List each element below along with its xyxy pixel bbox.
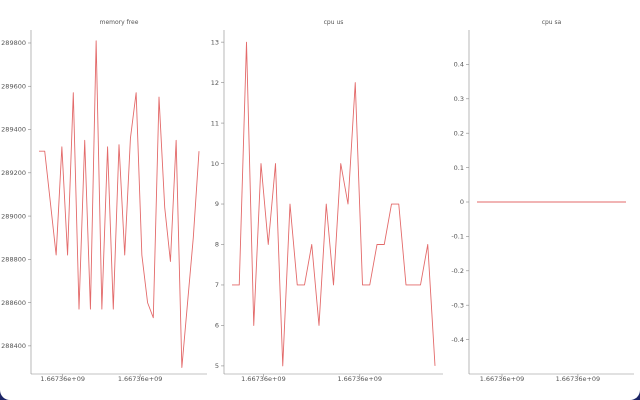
chart-1-y-tick-label: 289400 xyxy=(1,126,26,134)
chart-2-y-tick-label: 9 xyxy=(215,200,219,208)
chart-1-series-line xyxy=(39,40,200,368)
chart-3-y-tick-label: 0.2 xyxy=(454,129,464,137)
chart-3-title: cpu sa xyxy=(542,19,562,26)
chart-3-y-tick-label: 0.3 xyxy=(454,95,464,103)
chart-3-x-tick-label: 1.66736e+09 xyxy=(556,375,601,383)
chart-2-y-tick-label: 7 xyxy=(215,281,219,289)
chart-3-y-tick-label: -0.1 xyxy=(451,233,464,241)
chart-3-y-tick-label: -0.4 xyxy=(451,336,464,344)
chart-1-y-tick-label: 288800 xyxy=(1,256,26,264)
chart-2-y-tick-label: 8 xyxy=(215,241,219,249)
chart-2-y-tick-label: 6 xyxy=(215,322,219,330)
chart-2-y-tick-label: 5 xyxy=(215,362,219,370)
chart-1-y-tick-label: 289200 xyxy=(1,169,26,177)
chart-2-series-line xyxy=(232,41,436,367)
chart-1-x-tick-label: 1.66736e+09 xyxy=(40,375,85,383)
chart-1-y-tick-label: 289600 xyxy=(1,82,26,90)
chart-2-y-tick-label: 10 xyxy=(211,160,219,168)
chart-2-title: cpu us xyxy=(324,19,344,26)
chart-1-title: memory free xyxy=(100,19,139,26)
chart-3-y-tick-label: -0.3 xyxy=(451,301,464,309)
chart-1-y-tick-label: 288600 xyxy=(1,299,26,307)
chart-2-y-tick-label: 13 xyxy=(211,38,219,46)
chart-1-x-tick-label: 1.66736e+09 xyxy=(118,375,163,383)
chart-1-y-tick-label: 289000 xyxy=(1,212,26,220)
chart-3-x-tick-label: 1.66736e+09 xyxy=(480,375,525,383)
chart-2-x-tick-label: 1.66736e+09 xyxy=(241,375,286,383)
chart-2-y-tick-label: 11 xyxy=(211,119,219,127)
chart-2-y-tick-label: 12 xyxy=(211,79,219,87)
chart-3-y-tick-label: 0 xyxy=(460,198,464,206)
chart-3-y-tick-label: 0.4 xyxy=(454,61,464,69)
chart-1-y-tick-label: 288400 xyxy=(1,342,26,350)
chart-3-y-tick-label: 0.1 xyxy=(454,164,464,172)
chart-1-y-tick-label: 289800 xyxy=(1,39,26,47)
chart-3-y-tick-label: -0.2 xyxy=(451,267,464,275)
chart-2-x-tick-label: 1.66736e+09 xyxy=(337,375,382,383)
